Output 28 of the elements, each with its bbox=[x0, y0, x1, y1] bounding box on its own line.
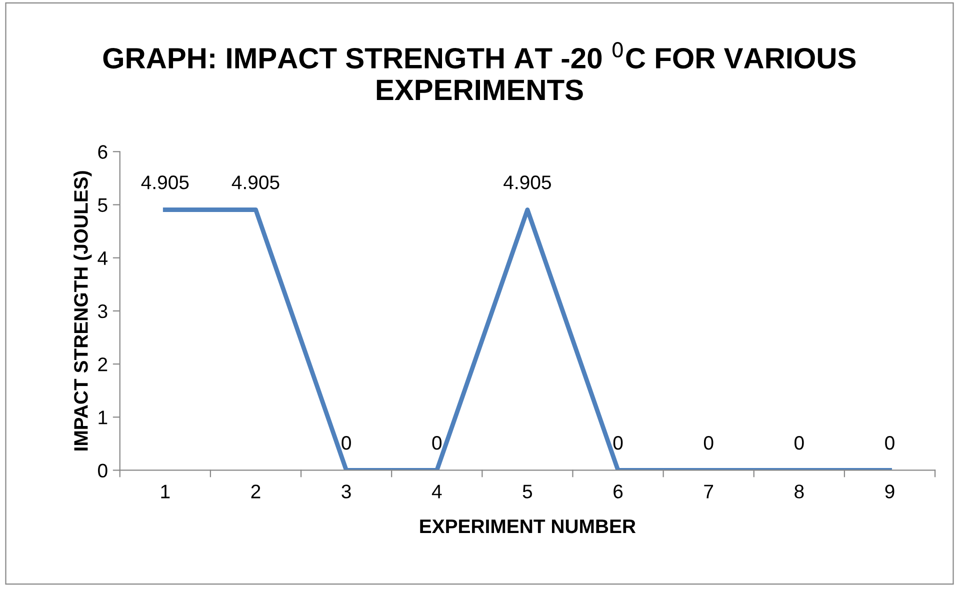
y-tick-label: 4 bbox=[98, 252, 108, 265]
data-label: 0 bbox=[342, 436, 351, 450]
y-tick-label: 3 bbox=[98, 304, 108, 318]
x-tick-label: 6 bbox=[614, 484, 623, 498]
data-label: 0 bbox=[704, 436, 714, 450]
y-tick-label: 1 bbox=[98, 410, 108, 424]
y-tick-label: 0 bbox=[98, 464, 108, 478]
data-label: 0 bbox=[794, 436, 804, 450]
data-label: 4.905 bbox=[141, 175, 189, 190]
chart-title: GRAPH: IMPACT STRENGTH AT -20 $^{0}$C FOR VARIOUS EXPERIMENTS bbox=[103, 42, 856, 100]
x-tick-label: 1 bbox=[161, 484, 170, 498]
x-tick-label: 3 bbox=[342, 484, 351, 498]
y-axis-title: IMPACT STRENGTH (JOULES) bbox=[74, 171, 92, 450]
x-tick-label: 8 bbox=[794, 484, 804, 498]
data-label: 4.905 bbox=[504, 175, 551, 190]
x-tick-label: 2 bbox=[251, 484, 260, 498]
x-tick-label: 9 bbox=[885, 484, 894, 498]
y-tick-label: 6 bbox=[98, 145, 108, 159]
y-tick-label: 5 bbox=[98, 198, 108, 212]
y-tick-label: 2 bbox=[98, 358, 108, 372]
x-axis-title: EXPERIMENT NUMBER bbox=[420, 520, 636, 534]
x-tick-label: 4 bbox=[432, 484, 442, 498]
x-tick-label: 5 bbox=[522, 484, 532, 498]
data-label: 0 bbox=[885, 436, 894, 450]
data-label: 0 bbox=[613, 436, 623, 450]
data-label: 0 bbox=[432, 436, 442, 450]
data-label: 4.905 bbox=[232, 175, 280, 190]
x-tick-label: 7 bbox=[704, 484, 714, 498]
